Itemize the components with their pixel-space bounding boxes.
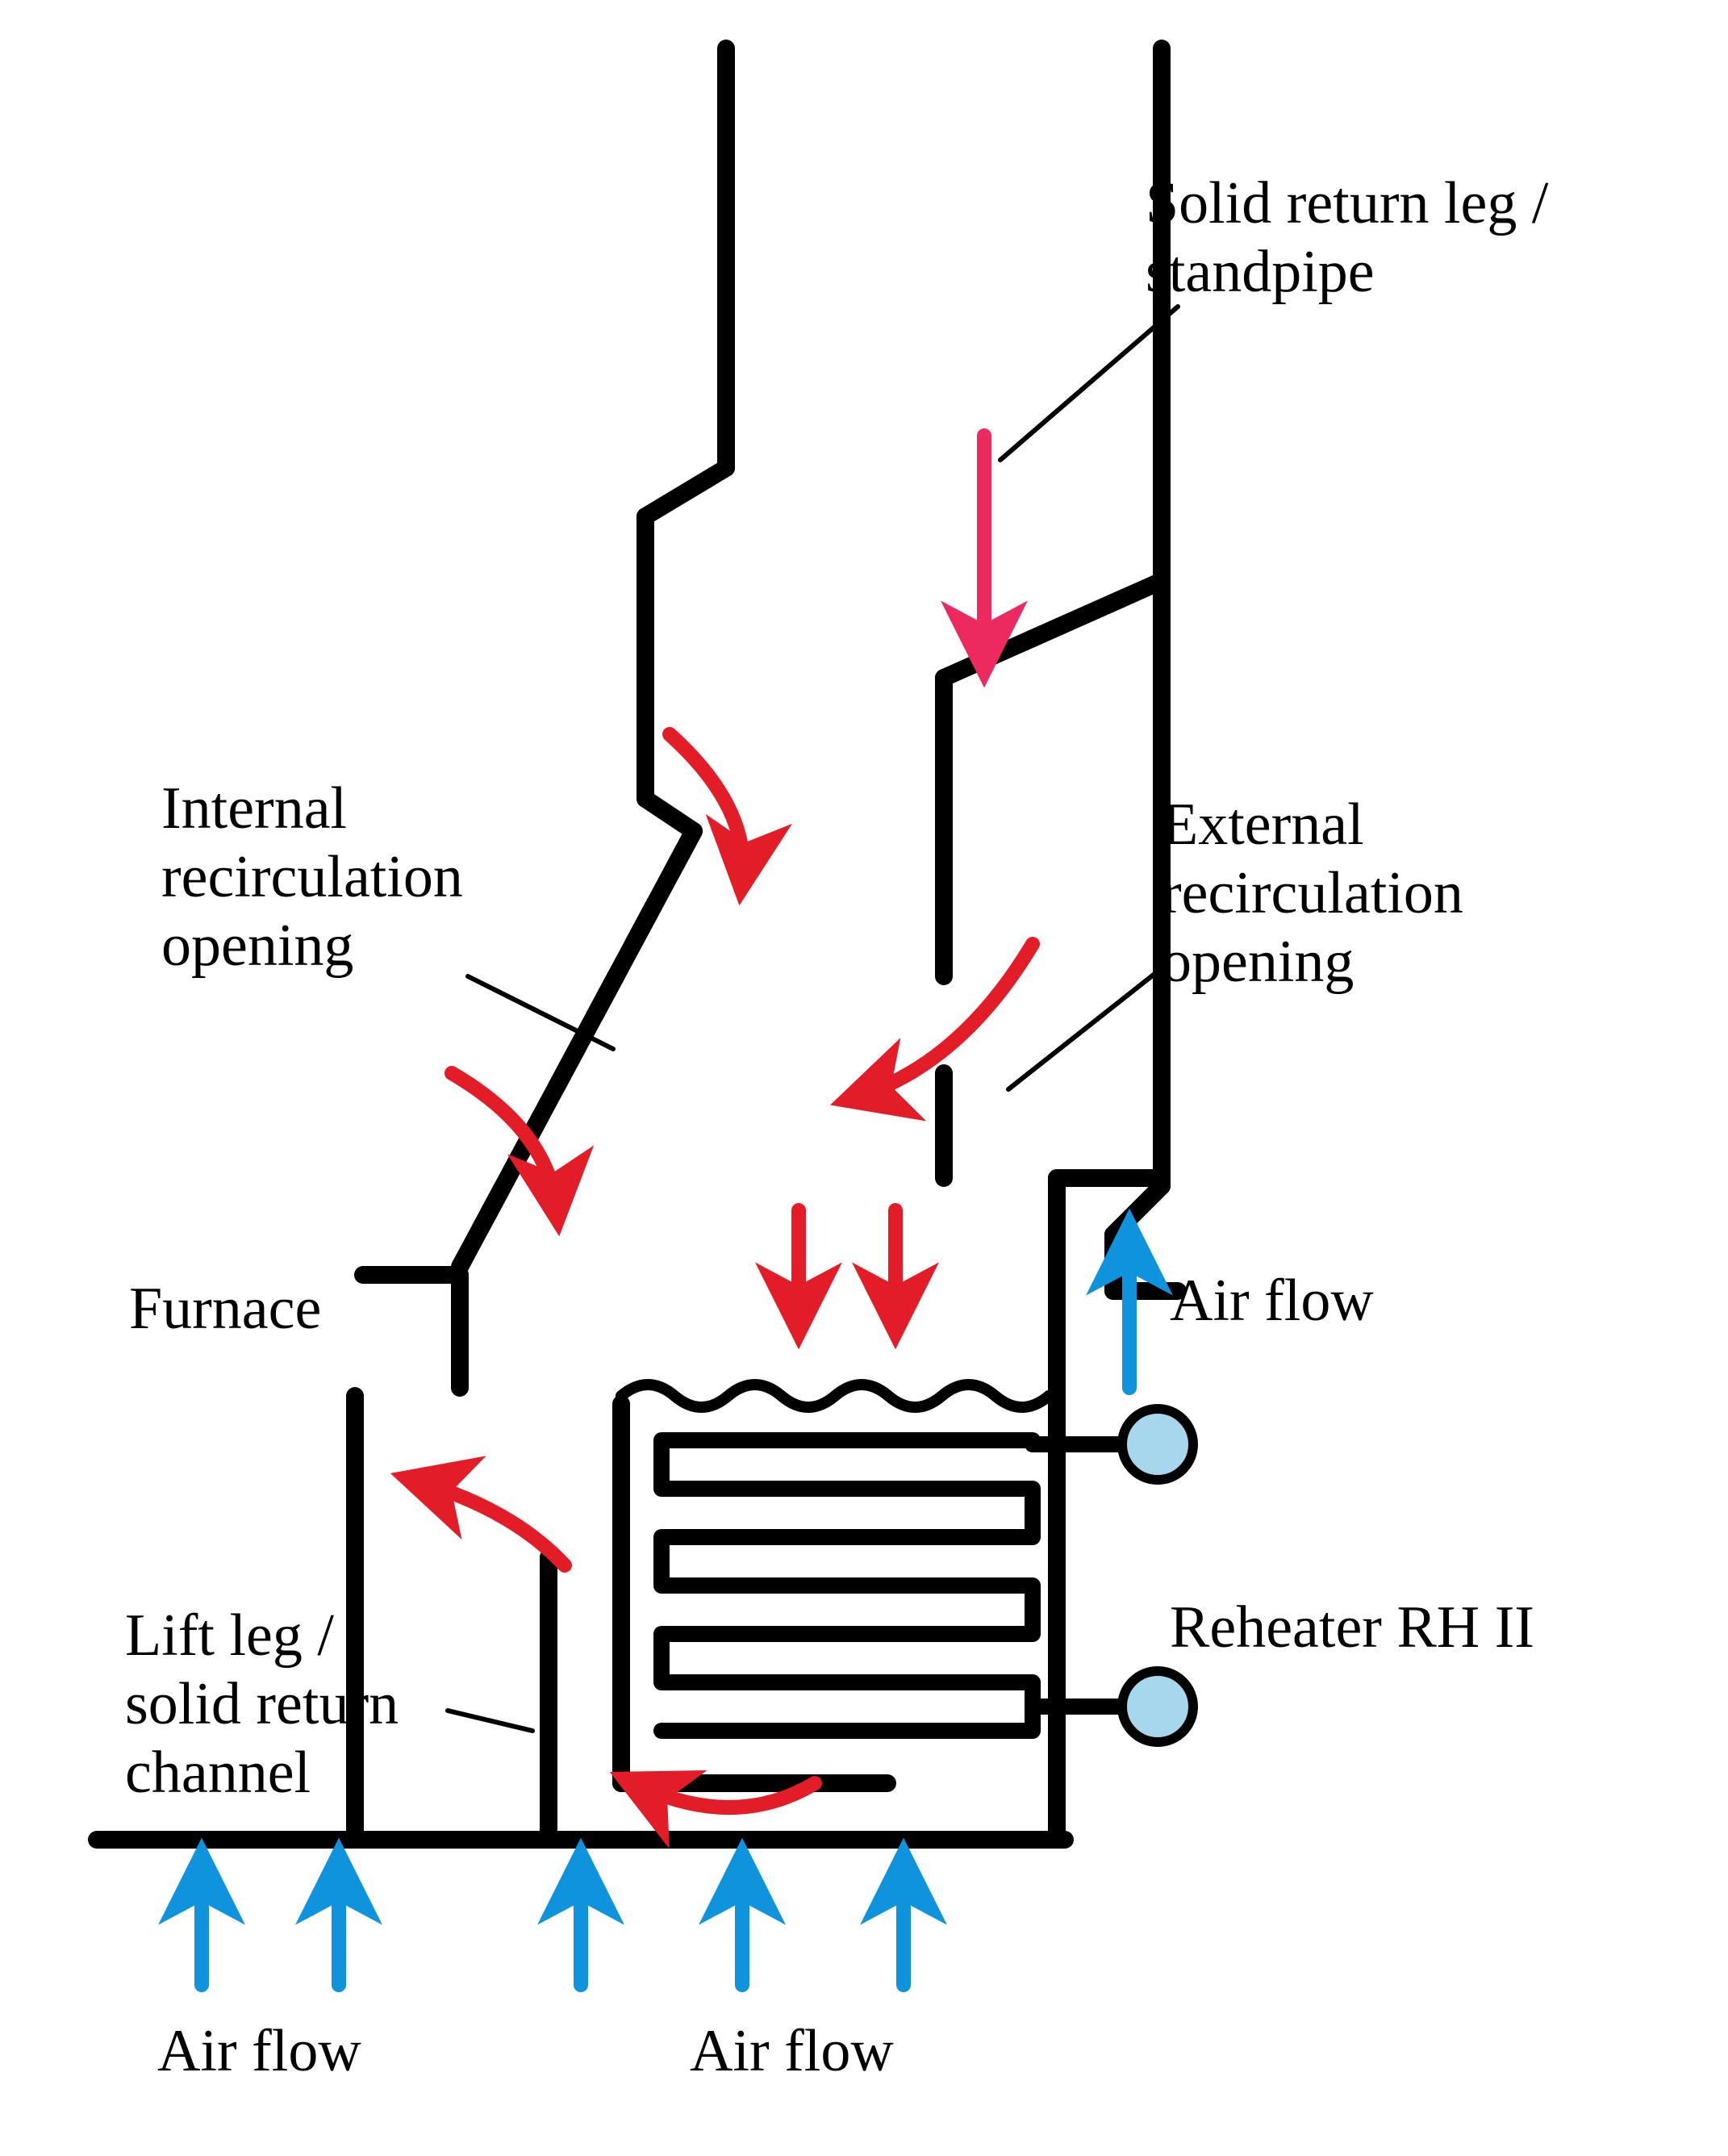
label-airflow_bottom_right: Air flow <box>690 2017 894 2086</box>
coil-port-top <box>1122 1409 1193 1480</box>
label-furnace: Furnace <box>129 1275 321 1343</box>
diagram-svg <box>0 0 1728 2156</box>
arrow-furnace_out <box>415 1481 565 1565</box>
reheater-coil <box>662 1440 1033 1731</box>
outline-right_lower_kink <box>1113 1186 1162 1235</box>
label-standpipe: Solid return leg / standpipe <box>1146 169 1548 307</box>
label-liftleg: Lift leg / solid return channel <box>125 1602 399 1807</box>
coil-port-bottom <box>1122 1671 1193 1742</box>
label-airflow_right: Air flow <box>1170 1267 1374 1335</box>
leader-external <box>1008 968 1162 1089</box>
leader-standpipe <box>1000 307 1178 460</box>
outline-right_taper <box>944 581 1162 678</box>
leader-liftleg <box>448 1711 532 1731</box>
label-reheater: Reheater RH II <box>1170 1594 1534 1662</box>
outline-left_taper <box>645 468 726 516</box>
label-airflow_bottom_left: Air flow <box>157 2017 361 2086</box>
label-internal: Internal recirculation opening <box>161 775 463 980</box>
bed-surface-wavy <box>621 1385 1049 1407</box>
label-external: External recirculation opening <box>1162 791 1463 997</box>
diagram-canvas: Solid return leg / standpipe Internal rec… <box>0 0 1728 2156</box>
